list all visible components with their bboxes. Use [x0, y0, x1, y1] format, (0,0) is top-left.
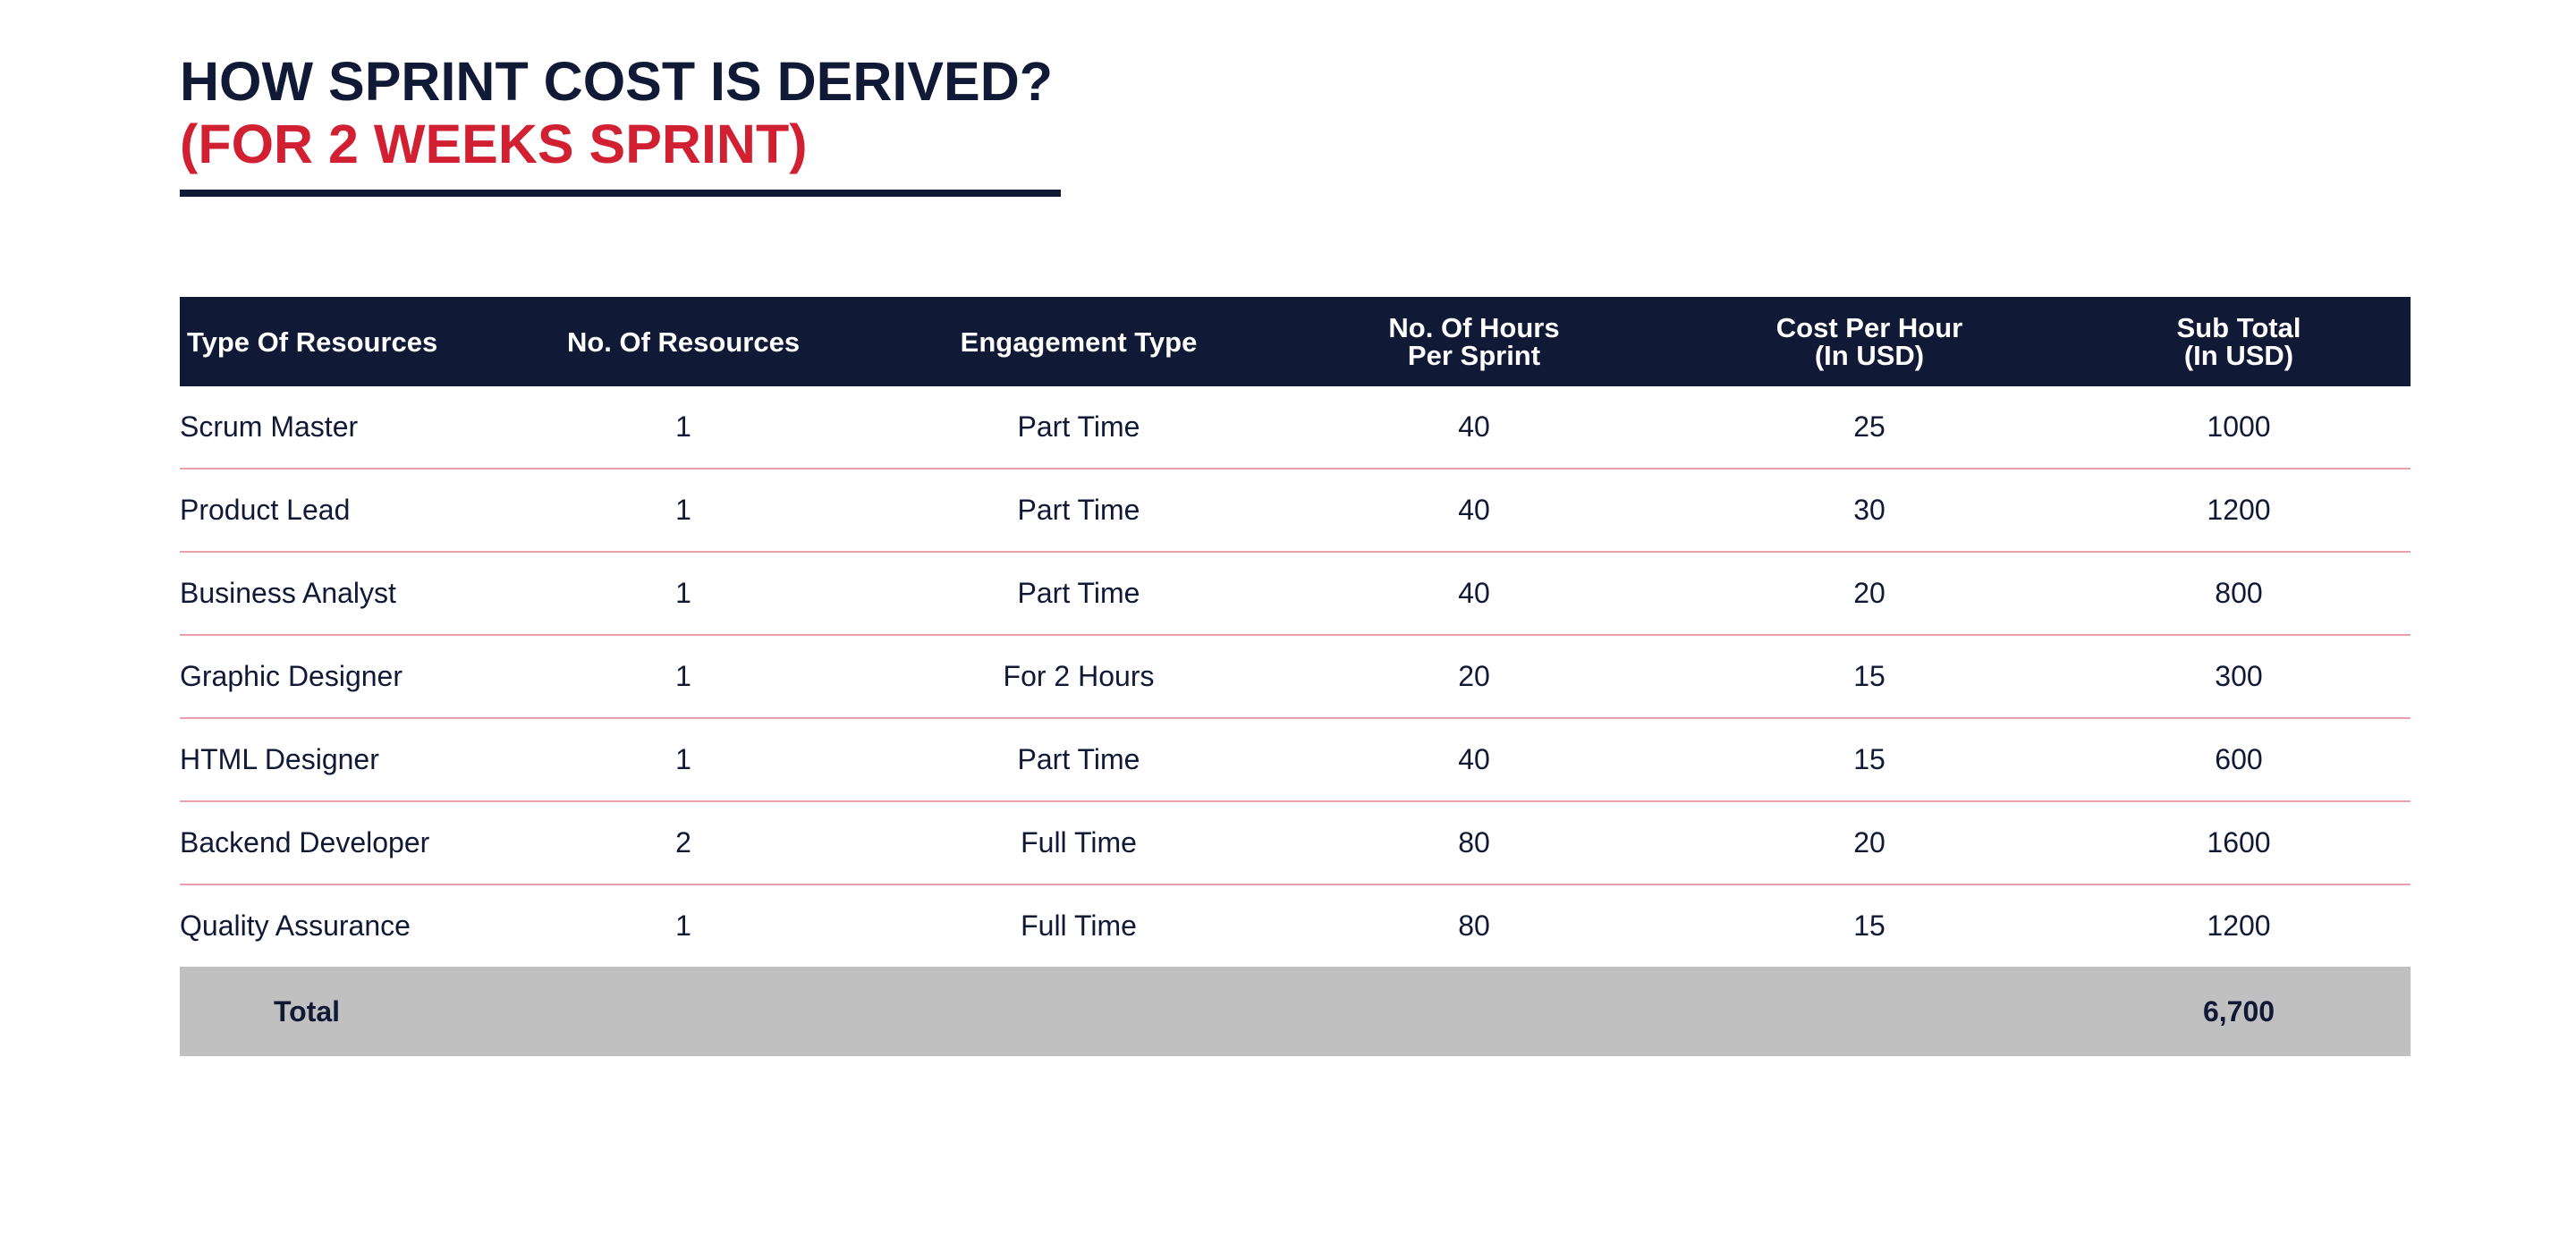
total-empty-cell: [1276, 967, 1672, 1056]
total-row: Total 6,700: [180, 967, 2411, 1056]
cell-engagement: Part Time: [881, 552, 1276, 636]
sprint-cost-table: Type Of Resources No. Of Resources Engag…: [180, 297, 2411, 1056]
cell-count: 1: [486, 718, 881, 802]
cell-engagement: Part Time: [881, 386, 1276, 470]
total-value: 6,700: [2067, 967, 2411, 1056]
cell-engagement: Part Time: [881, 469, 1276, 553]
cell-count: 1: [486, 635, 881, 719]
cell-cost: 20: [1672, 801, 2067, 885]
total-label: Total: [180, 967, 486, 1056]
table-row: Business Analyst 1 Part Time 40 20 800: [180, 552, 2411, 636]
cell-resource: Backend Developer: [180, 801, 486, 885]
cell-count: 1: [486, 552, 881, 636]
total-empty-cell: [881, 967, 1276, 1056]
cell-hours: 40: [1276, 386, 1672, 470]
cell-subtotal: 1200: [2207, 909, 2271, 942]
cell-resource: HTML Designer: [180, 718, 486, 802]
cell-engagement: Full Time: [881, 801, 1276, 885]
cell-cost: 20: [1672, 552, 2067, 636]
cell-subtotal: 1200: [2067, 469, 2411, 553]
title-underline: [180, 190, 1061, 197]
header-hours-per-sprint: No. Of Hours Per Sprint: [1276, 297, 1672, 386]
cell-hours: 40: [1276, 469, 1672, 553]
table-row: HTML Designer 1 Part Time 40 15 600: [180, 718, 2411, 802]
cell-resource: Graphic Designer: [180, 635, 486, 719]
header-engagement-type: Engagement Type: [881, 297, 1276, 386]
cell-cost: 25: [1672, 386, 2067, 470]
cell-engagement: Part Time: [881, 718, 1276, 802]
cell-count: 2: [486, 801, 881, 885]
header-cost-per-hour: Cost Per Hour (In USD): [1672, 297, 2067, 386]
cell-hours: 80: [1458, 909, 1490, 942]
cell-count: 1: [675, 909, 691, 942]
cell-cost: 30: [1672, 469, 2067, 553]
cell-cost: 15: [1853, 909, 1885, 942]
page-title: HOW SPRINT COST IS DERIVED?: [180, 51, 1054, 112]
cell-hours: 40: [1276, 718, 1672, 802]
cell-hours: 80: [1276, 801, 1672, 885]
cell-subtotal: 600: [2067, 718, 2411, 802]
table-row: Product Lead 1 Part Time 40 30 1200: [180, 469, 2411, 553]
cell-subtotal: 1000: [2067, 386, 2411, 470]
cell-resource: Scrum Master: [180, 386, 486, 470]
total-empty-cell: [486, 967, 881, 1056]
cell-engagement: Full Time: [1021, 909, 1137, 942]
cell-resource: Business Analyst: [180, 552, 486, 636]
header-type-of-resources: Type Of Resources: [180, 297, 486, 386]
cell-count: 1: [486, 386, 881, 470]
table-row: Scrum Master 1 Part Time 40 25 1000: [180, 386, 2411, 470]
total-empty-cell: [1672, 967, 2067, 1056]
table-row: Quality Assurance 1 Full Time 80 15 1200: [180, 884, 2411, 967]
cell-cost: 15: [1672, 635, 2067, 719]
cell-resource: Product Lead: [180, 469, 486, 553]
cell-subtotal: 300: [2067, 635, 2411, 719]
cell-hours: 40: [1276, 552, 1672, 636]
cell-hours: 20: [1276, 635, 1672, 719]
header-no-of-resources: No. Of Resources: [486, 297, 881, 386]
table-row: Backend Developer 2 Full Time 80 20 1600: [180, 801, 2411, 885]
cell-engagement: For 2 Hours: [881, 635, 1276, 719]
table-row: Graphic Designer 1 For 2 Hours 20 15 300: [180, 635, 2411, 719]
page-subtitle: (FOR 2 WEEKS SPRINT): [180, 114, 808, 174]
header-sub-total: Sub Total (In USD): [2067, 297, 2411, 386]
cell-subtotal: 1600: [2067, 801, 2411, 885]
cell-count: 1: [486, 469, 881, 553]
cell-cost: 15: [1672, 718, 2067, 802]
table-header-row: Type Of Resources No. Of Resources Engag…: [180, 297, 2411, 386]
cell-subtotal: 800: [2067, 552, 2411, 636]
title-block: HOW SPRINT COST IS DERIVED? (FOR 2 WEEKS…: [180, 50, 1061, 197]
cell-resource: Quality Assurance: [180, 909, 411, 942]
